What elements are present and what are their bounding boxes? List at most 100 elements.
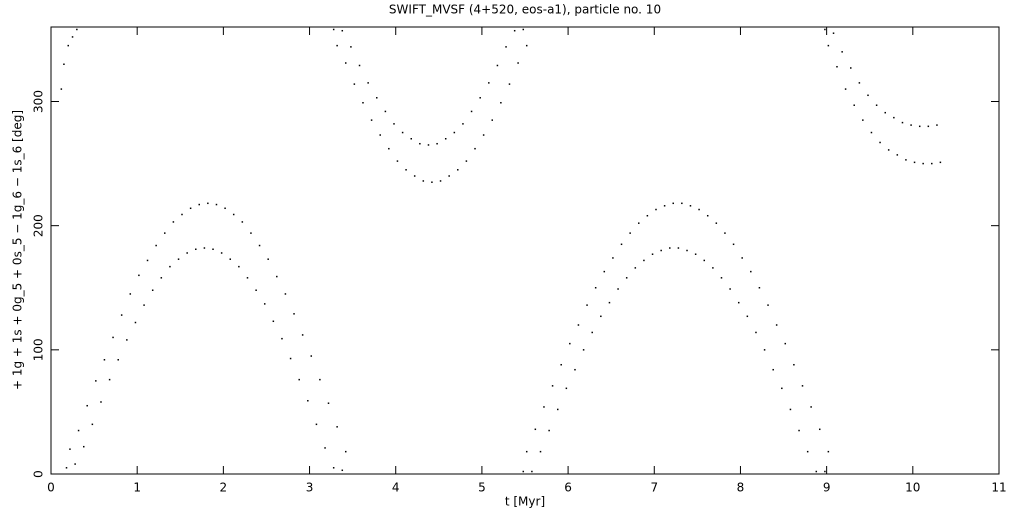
point [134, 321, 137, 324]
point [815, 470, 818, 473]
x-tick-label: 7 [650, 481, 658, 495]
point [241, 221, 244, 223]
x-tick-label: 4 [392, 481, 400, 495]
point [63, 63, 65, 65]
point [600, 315, 602, 318]
point [534, 428, 537, 431]
point [431, 181, 433, 183]
point [582, 349, 585, 351]
x-tick-label: 9 [823, 481, 831, 495]
point [655, 208, 657, 211]
point [250, 232, 252, 234]
point [884, 111, 886, 114]
point [181, 213, 183, 216]
point [660, 249, 662, 252]
x-axis-label: t [Myr] [505, 495, 545, 509]
point [370, 119, 373, 121]
point [69, 448, 71, 450]
point [419, 142, 421, 145]
point [108, 378, 111, 381]
point [488, 82, 490, 84]
point [732, 243, 735, 246]
point [160, 277, 163, 279]
point [896, 154, 899, 156]
point [569, 342, 571, 345]
x-tick-label: 11 [991, 481, 1006, 495]
point [793, 363, 795, 366]
point [672, 202, 674, 205]
plot-frame [50, 26, 1000, 475]
point [207, 202, 209, 205]
point [737, 301, 740, 304]
point [901, 121, 904, 124]
point [155, 244, 157, 247]
point [703, 259, 706, 262]
point [457, 169, 459, 171]
point [824, 470, 826, 473]
point [272, 320, 275, 323]
point [120, 314, 123, 316]
point [332, 28, 335, 31]
point [177, 258, 180, 260]
x-tick-label: 6 [564, 481, 572, 495]
point [470, 110, 473, 113]
point [706, 214, 709, 217]
point [319, 378, 321, 381]
point [750, 270, 752, 273]
point [517, 62, 519, 64]
point [479, 97, 481, 99]
point [508, 83, 511, 85]
point [74, 463, 76, 465]
point [367, 82, 369, 84]
point [548, 429, 550, 432]
point [138, 274, 140, 277]
y-tick-label: 200 [32, 214, 46, 237]
point [858, 82, 861, 84]
point [694, 253, 697, 255]
point [686, 249, 688, 252]
point [77, 429, 80, 432]
point [505, 46, 507, 48]
point [608, 301, 611, 304]
x-tick-label: 1 [133, 481, 141, 495]
point [543, 406, 545, 408]
point [336, 426, 338, 428]
point [146, 259, 149, 262]
point [594, 287, 597, 289]
point [427, 144, 430, 146]
point [65, 467, 68, 469]
point [151, 289, 154, 291]
point [663, 205, 666, 207]
point [741, 257, 743, 259]
point [310, 355, 313, 357]
point [293, 313, 295, 315]
point [341, 469, 344, 472]
point [551, 385, 554, 387]
point [862, 119, 864, 121]
point [224, 207, 226, 210]
point [358, 64, 361, 67]
point [798, 429, 800, 432]
point [853, 104, 855, 106]
point [267, 258, 269, 260]
point [474, 147, 476, 150]
point [413, 175, 416, 177]
point [344, 62, 347, 64]
point [401, 131, 404, 134]
point [887, 149, 890, 151]
point [720, 277, 723, 279]
point [775, 324, 778, 326]
point [448, 175, 450, 177]
point [500, 101, 502, 104]
point [284, 293, 287, 295]
point [172, 221, 175, 223]
point [393, 123, 395, 125]
point [263, 303, 266, 305]
point [238, 265, 240, 268]
point [491, 119, 494, 121]
point [824, 28, 826, 31]
point [353, 83, 356, 85]
point [276, 275, 278, 278]
point [186, 252, 188, 254]
